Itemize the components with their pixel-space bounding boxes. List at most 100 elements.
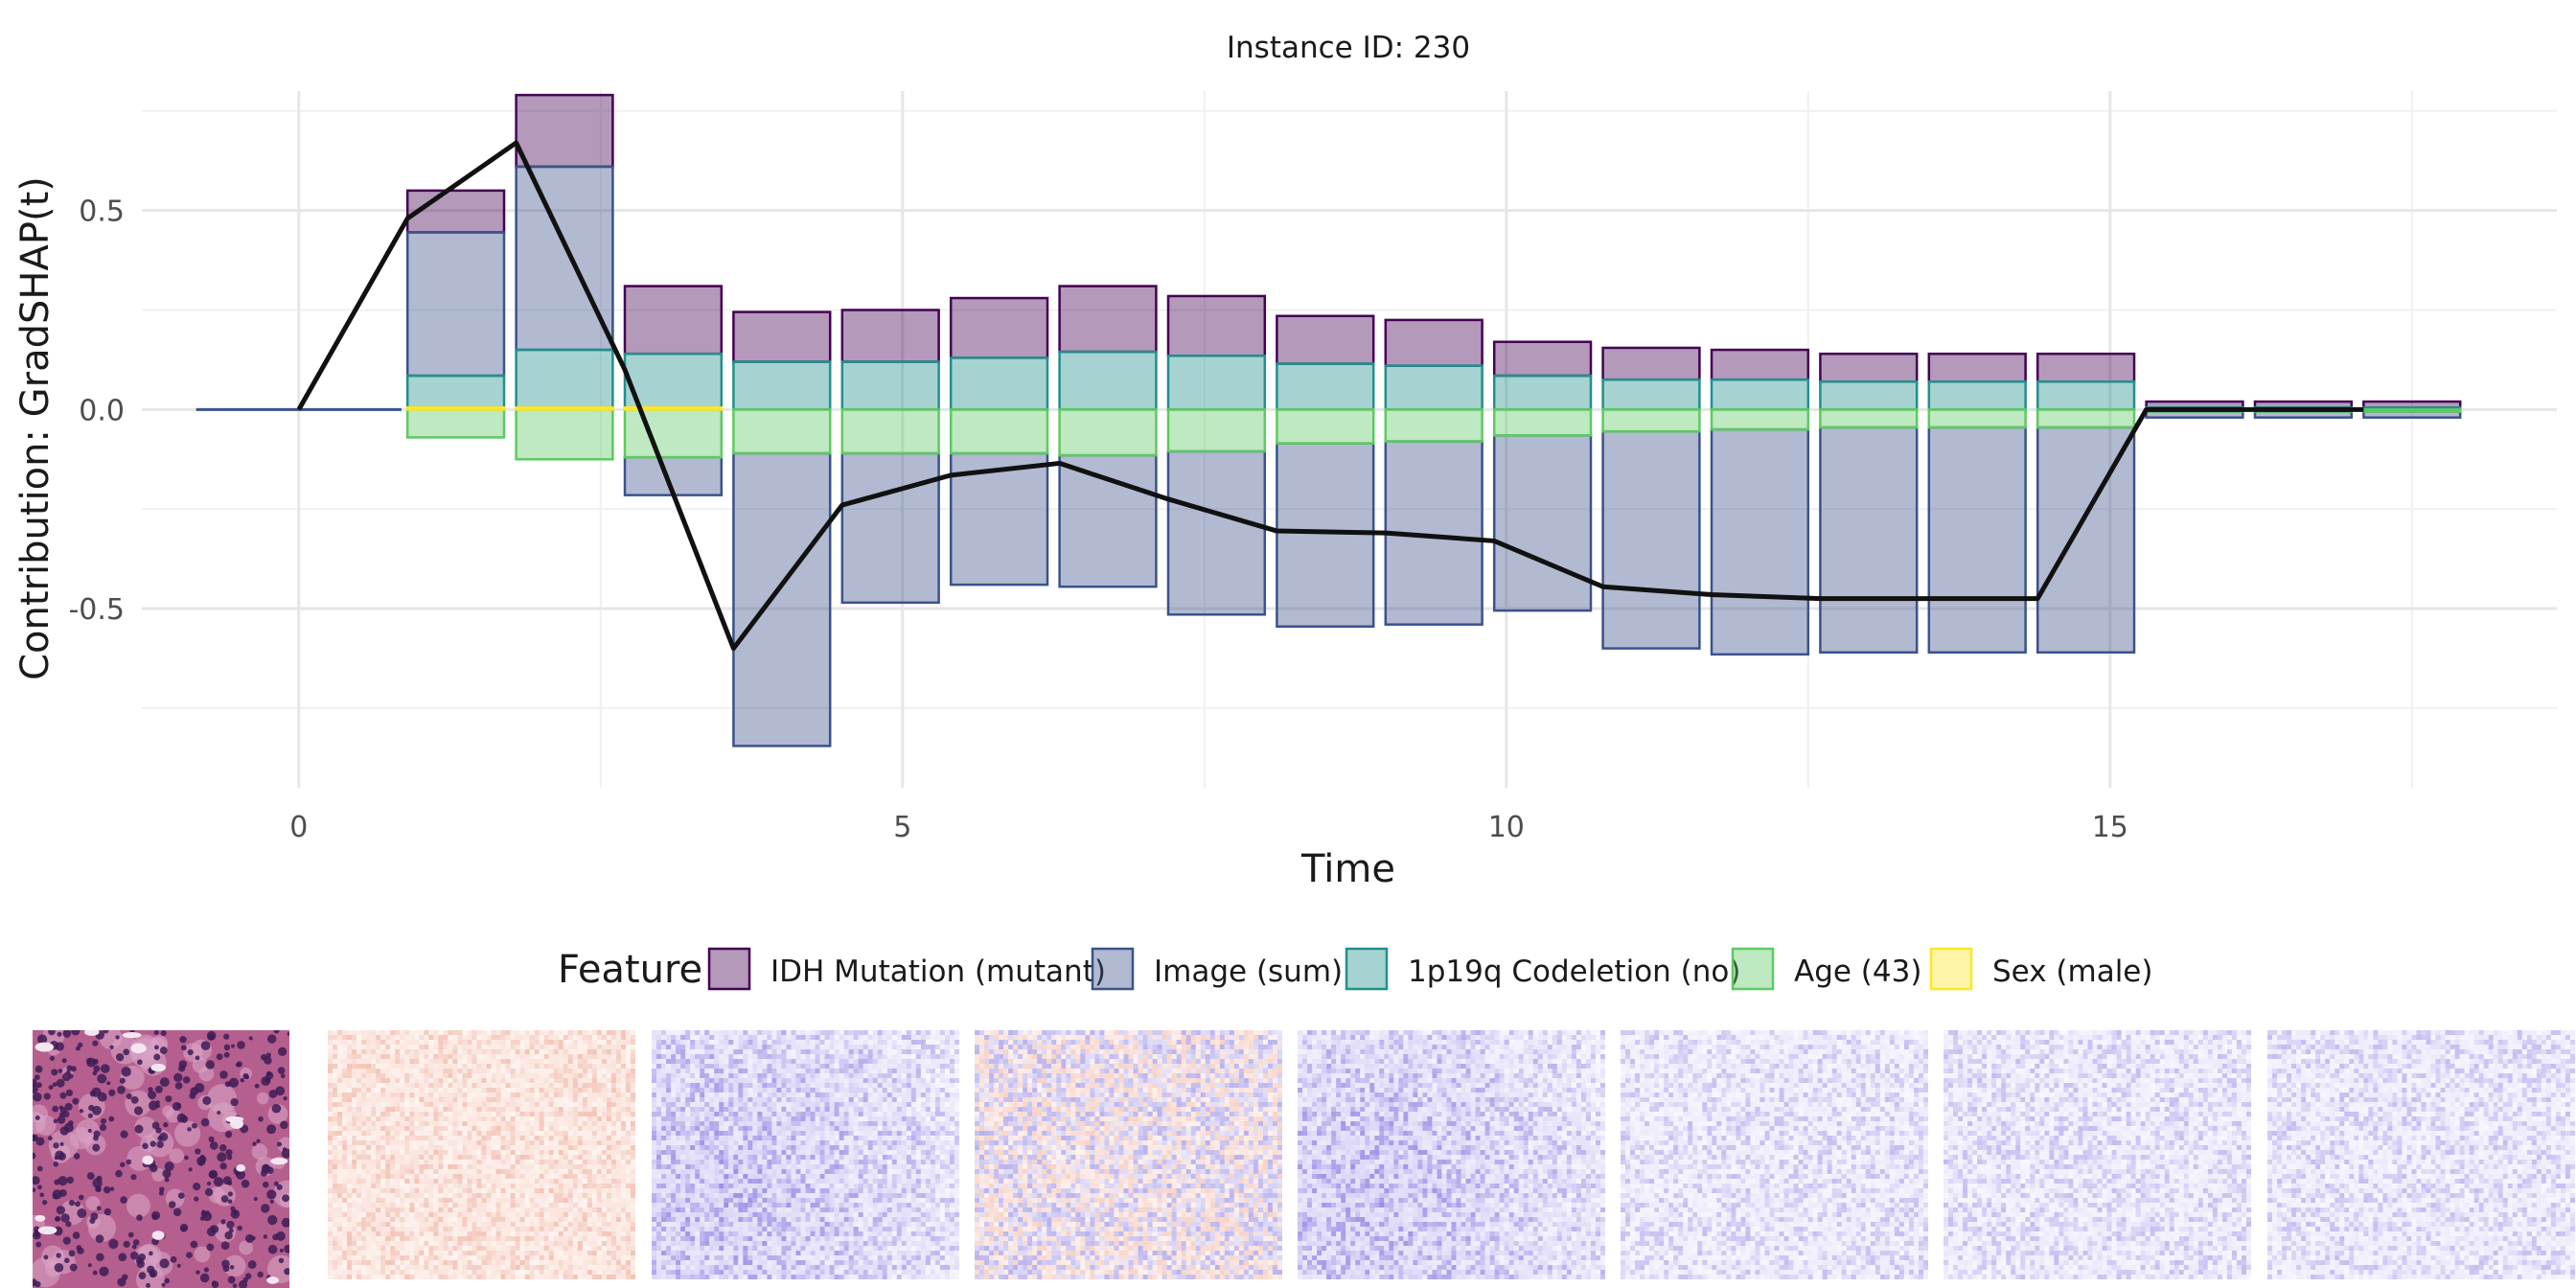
- heatmap-cell: [630, 1217, 635, 1222]
- cell-nucleus: [62, 1030, 72, 1038]
- heatmap-cell: [630, 1097, 635, 1102]
- heatmap-cell: [615, 1155, 621, 1160]
- heatmap-cell: [591, 1270, 597, 1275]
- heatmap-cell: [954, 1069, 959, 1073]
- heatmap-cell: [695, 1073, 701, 1078]
- heatmap-cell: [342, 1251, 348, 1255]
- heatmap-cell: [486, 1116, 492, 1121]
- heatmap-cell: [901, 1088, 907, 1092]
- tissue-gap: [37, 1226, 58, 1235]
- heatmap-cell: [548, 1227, 554, 1231]
- heatmap-cell: [433, 1078, 439, 1083]
- heatmap-cell: [333, 1255, 338, 1260]
- heatmap-cell: [800, 1097, 806, 1102]
- heatmap-cell: [534, 1227, 540, 1231]
- heatmap-cell: [563, 1198, 568, 1203]
- bar-segment: [515, 93, 614, 169]
- heatmap-cell: [452, 1040, 458, 1045]
- heatmap-cell: [858, 1064, 863, 1069]
- heatmap-cell: [610, 1265, 616, 1270]
- heatmap-cell: [620, 1136, 626, 1140]
- heatmap-cell: [524, 1184, 530, 1188]
- heatmap-cell: [472, 1227, 477, 1231]
- heatmap-cell: [390, 1073, 396, 1078]
- cell-nucleus: [228, 1228, 234, 1233]
- heatmap-cell: [795, 1092, 801, 1097]
- heatmap-cell: [414, 1174, 420, 1179]
- heatmap-cell: [949, 1097, 954, 1102]
- heatmap-cell: [385, 1073, 391, 1078]
- heatmap-cell: [510, 1169, 516, 1174]
- heatmap-cell: [510, 1073, 516, 1078]
- heatmap-cell: [385, 1035, 391, 1040]
- heatmap-cell: [534, 1035, 540, 1040]
- heatmap-cell: [366, 1212, 372, 1217]
- heatmap-cell: [505, 1088, 511, 1092]
- heatmap-cell: [652, 1059, 657, 1064]
- heatmap-cell: [500, 1169, 506, 1174]
- heatmap-cell: [495, 1140, 501, 1145]
- heatmap-cell: [882, 1054, 887, 1059]
- heatmap-cell: [452, 1265, 458, 1270]
- heatmap-cell: [606, 1208, 611, 1212]
- cell-nucleus: [33, 1187, 36, 1192]
- heatmap-cell: [433, 1164, 439, 1169]
- heatmap-cell: [591, 1231, 597, 1236]
- heatmap-cell: [543, 1155, 549, 1160]
- heatmap-cell: [529, 1054, 535, 1059]
- heatmap-cell: [342, 1150, 348, 1155]
- heatmap-cell: [342, 1169, 348, 1174]
- heatmap-cell: [419, 1179, 425, 1184]
- heatmap-cell: [620, 1236, 626, 1241]
- bar-segment: [1927, 426, 2027, 655]
- heatmap-cell: [656, 1083, 662, 1088]
- heatmap-cell: [462, 1275, 468, 1279]
- cell-nucleus: [62, 1236, 71, 1245]
- heatmap-cell: [385, 1116, 391, 1121]
- heatmap-cell: [819, 1064, 825, 1069]
- heatmap-cell: [333, 1049, 338, 1054]
- heatmap-cell: [500, 1208, 506, 1212]
- heatmap-cell: [443, 1083, 448, 1088]
- cell-nucleus: [209, 1141, 218, 1150]
- x-axis-label: Time: [1300, 847, 1395, 891]
- heatmap-cell: [567, 1116, 573, 1121]
- heatmap-cell: [352, 1227, 357, 1231]
- heatmap-cell: [457, 1083, 463, 1088]
- heatmap-cell: [891, 1083, 897, 1088]
- heatmap-cell: [424, 1217, 429, 1222]
- heatmap-cell: [419, 1222, 425, 1227]
- heatmap-cell: [419, 1040, 425, 1045]
- heatmap-cell: [553, 1059, 559, 1064]
- heatmap-cell: [615, 1222, 621, 1227]
- heatmap-cell: [800, 1030, 806, 1035]
- heatmap-cell: [337, 1054, 343, 1059]
- heatmap-cell: [577, 1045, 583, 1049]
- heatmap-cell: [685, 1088, 691, 1092]
- cell-nucleus: [136, 1259, 145, 1269]
- heatmap-cell: [481, 1092, 487, 1097]
- heatmap-cell: [586, 1188, 592, 1193]
- heatmap-cell: [443, 1045, 448, 1049]
- heatmap-cell: [877, 1069, 883, 1073]
- heatmap-cell: [390, 1078, 396, 1083]
- heatmap-cell: [486, 1064, 492, 1069]
- heatmap-cell: [428, 1131, 434, 1136]
- heatmap-cell: [433, 1160, 439, 1164]
- heatmap-cell: [438, 1035, 444, 1040]
- heatmap-cell: [371, 1092, 377, 1097]
- heatmap-cell: [395, 1155, 401, 1160]
- heatmap-cell: [848, 1045, 854, 1049]
- heatmap-cell: [424, 1270, 429, 1275]
- heatmap-cell: [462, 1064, 468, 1069]
- heatmap-cell: [748, 1054, 753, 1059]
- heatmap-cell: [757, 1045, 763, 1049]
- heatmap-cell: [352, 1145, 357, 1150]
- heatmap-cell: [419, 1169, 425, 1174]
- heatmap-cell: [577, 1088, 583, 1092]
- heatmap-cell: [534, 1255, 540, 1260]
- heatmap-cell: [534, 1131, 540, 1136]
- heatmap-cell: [342, 1136, 348, 1140]
- heatmap-cell: [457, 1078, 463, 1083]
- heatmap-cell: [452, 1045, 458, 1049]
